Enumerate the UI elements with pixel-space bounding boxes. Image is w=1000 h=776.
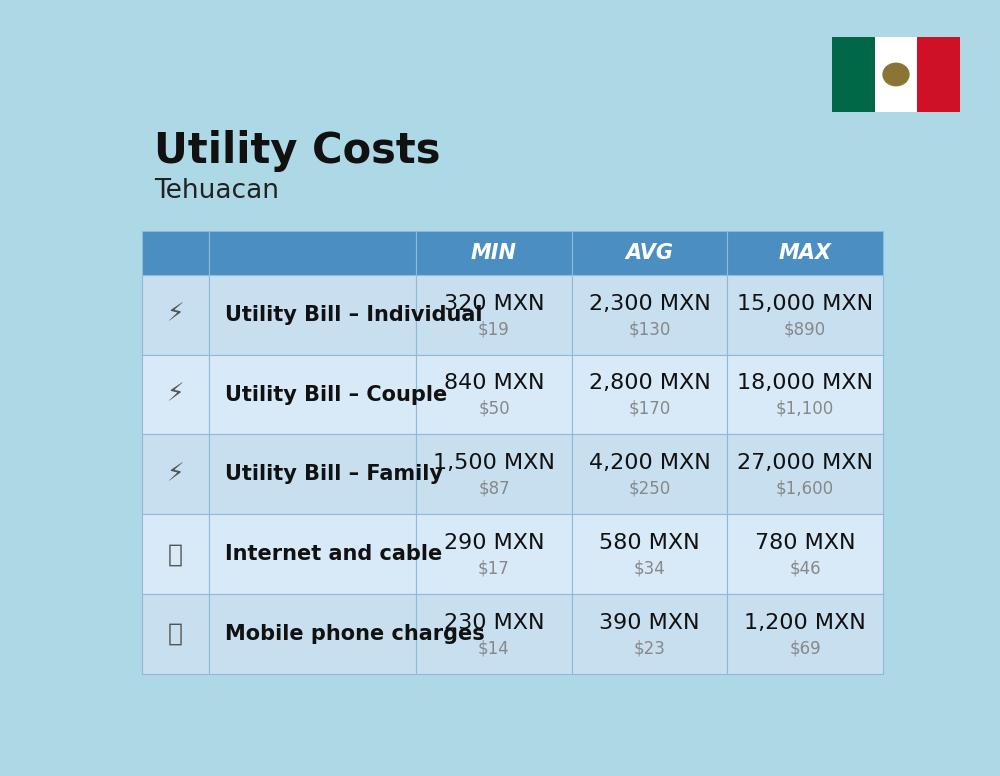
Text: 📱: 📱	[168, 622, 183, 646]
Text: $14: $14	[478, 639, 510, 657]
Bar	[572, 594, 727, 674]
Bar	[142, 355, 209, 435]
Bar	[142, 594, 209, 674]
Bar	[416, 435, 572, 514]
Bar	[142, 275, 209, 355]
Text: 1,500 MXN: 1,500 MXN	[433, 453, 555, 473]
Bar	[209, 435, 416, 514]
Bar	[142, 514, 209, 594]
Text: 📶: 📶	[168, 542, 183, 566]
Text: $46: $46	[789, 559, 821, 577]
Bar	[416, 355, 572, 435]
Bar	[572, 230, 727, 275]
Text: Utility Bill – Family: Utility Bill – Family	[225, 464, 443, 484]
Text: 15,000 MXN: 15,000 MXN	[737, 293, 873, 314]
Text: AVG: AVG	[626, 243, 674, 262]
Bar	[209, 275, 416, 355]
Text: Internet and cable: Internet and cable	[225, 544, 443, 564]
Bar	[727, 514, 883, 594]
Bar	[727, 594, 883, 674]
Bar	[727, 355, 883, 435]
Text: Tehuacan: Tehuacan	[154, 178, 279, 204]
Text: $250: $250	[628, 480, 671, 497]
Text: ⚡: ⚡	[167, 383, 184, 407]
Text: $69: $69	[789, 639, 821, 657]
Bar	[209, 594, 416, 674]
Bar	[727, 435, 883, 514]
Circle shape	[882, 63, 910, 86]
Text: 290 MXN: 290 MXN	[444, 533, 544, 553]
Text: 780 MXN: 780 MXN	[755, 533, 855, 553]
Bar	[572, 514, 727, 594]
Text: Mobile phone charges: Mobile phone charges	[225, 624, 485, 644]
Text: 18,000 MXN: 18,000 MXN	[737, 373, 873, 393]
Text: Utility Bill – Individual: Utility Bill – Individual	[225, 305, 483, 324]
Text: $34: $34	[634, 559, 665, 577]
Text: 840 MXN: 840 MXN	[444, 373, 544, 393]
Bar	[416, 275, 572, 355]
Text: ⚡: ⚡	[167, 303, 184, 327]
Text: $87: $87	[478, 480, 510, 497]
Text: 27,000 MXN: 27,000 MXN	[737, 453, 873, 473]
Bar	[209, 230, 416, 275]
Text: $130: $130	[628, 320, 671, 338]
Bar	[917, 37, 960, 112]
Text: $1,600: $1,600	[776, 480, 834, 497]
Text: $19: $19	[478, 320, 510, 338]
Text: $50: $50	[478, 400, 510, 418]
Text: $23: $23	[634, 639, 666, 657]
Text: $1,100: $1,100	[776, 400, 834, 418]
Bar	[142, 230, 209, 275]
Text: 320 MXN: 320 MXN	[444, 293, 544, 314]
Bar	[416, 230, 572, 275]
Text: $17: $17	[478, 559, 510, 577]
Text: 4,200 MXN: 4,200 MXN	[589, 453, 710, 473]
Text: 2,300 MXN: 2,300 MXN	[589, 293, 710, 314]
Text: 580 MXN: 580 MXN	[599, 533, 700, 553]
Text: $890: $890	[784, 320, 826, 338]
Text: Utility Costs: Utility Costs	[154, 130, 441, 172]
Text: 2,800 MXN: 2,800 MXN	[589, 373, 710, 393]
Text: MAX: MAX	[779, 243, 832, 262]
Bar	[572, 275, 727, 355]
Bar	[416, 594, 572, 674]
Text: ⚡: ⚡	[167, 462, 184, 487]
Bar	[416, 514, 572, 594]
Bar	[875, 37, 917, 112]
Text: Utility Bill – Couple: Utility Bill – Couple	[225, 385, 448, 404]
Text: 230 MXN: 230 MXN	[444, 613, 544, 632]
Bar	[209, 355, 416, 435]
Text: 1,200 MXN: 1,200 MXN	[744, 613, 866, 632]
Bar	[727, 230, 883, 275]
Bar	[832, 37, 875, 112]
Bar	[572, 355, 727, 435]
Text: 390 MXN: 390 MXN	[599, 613, 700, 632]
Bar	[572, 435, 727, 514]
Bar	[727, 275, 883, 355]
Bar	[209, 514, 416, 594]
Bar	[142, 435, 209, 514]
Text: MIN: MIN	[471, 243, 517, 262]
Text: $170: $170	[628, 400, 671, 418]
